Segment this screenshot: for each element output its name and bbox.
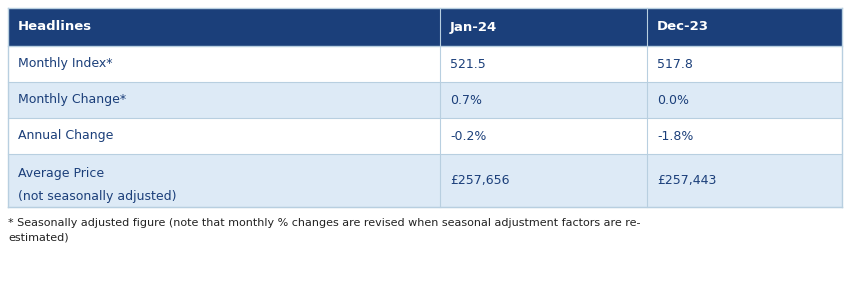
Text: (not seasonally adjusted): (not seasonally adjusted) — [18, 190, 177, 203]
Bar — [8, 118, 842, 154]
Text: 0.7%: 0.7% — [450, 93, 482, 106]
Text: 0.0%: 0.0% — [657, 93, 689, 106]
Bar — [8, 46, 842, 82]
Text: £257,443: £257,443 — [657, 174, 717, 187]
Text: Jan-24: Jan-24 — [450, 20, 497, 34]
Text: estimated): estimated) — [8, 232, 69, 242]
Bar — [8, 8, 842, 46]
Text: -0.2%: -0.2% — [450, 130, 486, 143]
Text: -1.8%: -1.8% — [657, 130, 694, 143]
Bar — [8, 154, 842, 207]
Text: Average Price: Average Price — [18, 167, 104, 180]
Text: Annual Change: Annual Change — [18, 130, 113, 143]
Text: 521.5: 521.5 — [450, 57, 485, 70]
Text: £257,656: £257,656 — [450, 174, 509, 187]
Text: Monthly Change*: Monthly Change* — [18, 93, 126, 106]
Text: Dec-23: Dec-23 — [657, 20, 709, 34]
Text: 517.8: 517.8 — [657, 57, 693, 70]
Text: Headlines: Headlines — [18, 20, 92, 34]
Text: Monthly Index*: Monthly Index* — [18, 57, 112, 70]
Text: * Seasonally adjusted figure (note that monthly % changes are revised when seaso: * Seasonally adjusted figure (note that … — [8, 218, 641, 228]
Bar — [8, 82, 842, 118]
